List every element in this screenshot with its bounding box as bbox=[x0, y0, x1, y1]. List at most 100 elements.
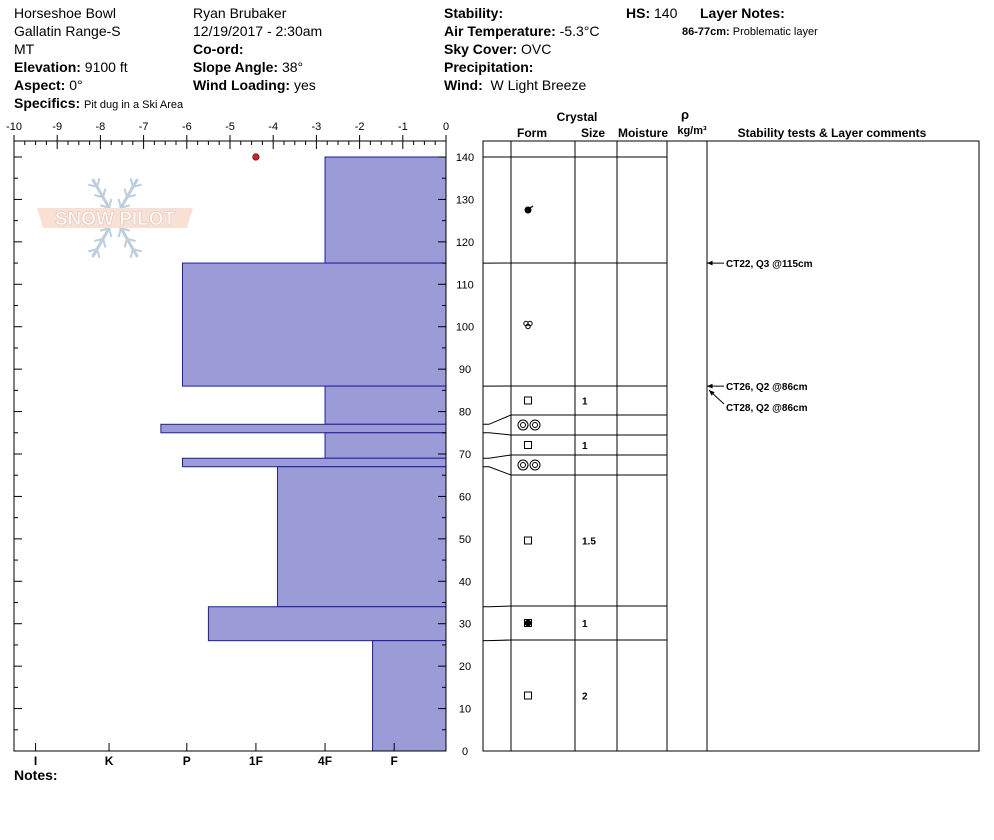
depth-tick-label: 60 bbox=[459, 491, 471, 503]
surface-hoar-icon bbox=[529, 459, 541, 471]
faceted-icon bbox=[524, 536, 532, 545]
snowflake-branch bbox=[123, 238, 128, 248]
hardness-bar bbox=[277, 466, 447, 608]
grain-size-label: 2 bbox=[582, 692, 588, 703]
notes-label: Notes: bbox=[14, 767, 58, 783]
layer-note-range: 86-77cm: bbox=[682, 26, 730, 38]
snowflake-branch bbox=[123, 188, 128, 198]
specifics-value: Pit dug in a Ski Area bbox=[84, 99, 184, 111]
range-name: Gallatin Range-S bbox=[14, 23, 121, 39]
temp-tick-label: -9 bbox=[52, 121, 62, 133]
sky-label: Sky Cover: bbox=[444, 41, 518, 57]
hardness-label: K bbox=[105, 754, 114, 768]
stability-arrow bbox=[707, 260, 713, 266]
snowflake-branch bbox=[94, 194, 104, 199]
snowflake-branch bbox=[129, 177, 134, 188]
temp-tick-label: -3 bbox=[312, 121, 322, 133]
stability-test-label: CT22, Q3 @115cm bbox=[726, 259, 813, 270]
aspect-value: 0° bbox=[69, 77, 83, 93]
layer-connector bbox=[483, 414, 512, 425]
depth-tick-label: 100 bbox=[456, 322, 474, 334]
sky-value: OVC bbox=[521, 41, 552, 57]
layer-note: 86-77cm: Problematic layer bbox=[682, 24, 818, 40]
wind-label: Wind: bbox=[444, 77, 483, 93]
surface-hoar-icon bbox=[520, 422, 526, 428]
layer-connector bbox=[483, 432, 512, 436]
stability-arrow bbox=[707, 383, 713, 389]
depth-tick-label: 50 bbox=[459, 534, 471, 546]
form-header: Form bbox=[517, 126, 547, 140]
snowflake-branch bbox=[129, 248, 134, 259]
temp-tick-label: -4 bbox=[268, 121, 278, 133]
depth-tick-label: 20 bbox=[459, 661, 471, 673]
temp-tick-label: -10 bbox=[6, 121, 22, 133]
location-name: Horseshoe Bowl bbox=[14, 5, 116, 21]
temp-tick-label: -2 bbox=[355, 121, 365, 133]
hardness-bar bbox=[181, 262, 447, 387]
snowflake-branch bbox=[100, 204, 110, 209]
surface-hoar-icon bbox=[532, 462, 538, 468]
layer-table-frame bbox=[482, 140, 980, 752]
layer-notes-label: Layer Notes: bbox=[700, 5, 785, 21]
depth-tick-label: 140 bbox=[456, 152, 474, 164]
slope-label: Slope Angle: bbox=[193, 59, 279, 75]
depth-tick-label: 130 bbox=[456, 194, 474, 206]
snowflake-branch bbox=[108, 198, 113, 208]
wind-loading-value: yes bbox=[293, 77, 316, 93]
grain-size-label: 1.5 bbox=[582, 537, 596, 548]
hs-field: HS: 140 bbox=[626, 5, 677, 21]
depth-tick-label: 10 bbox=[459, 704, 471, 716]
temp-tick-label: 0 bbox=[443, 121, 449, 133]
hardness-label: P bbox=[183, 754, 191, 768]
specifics-field: Specifics: Pit dug in a Ski Area bbox=[14, 95, 183, 113]
snowflake-branch bbox=[94, 237, 104, 242]
snowflake-branch bbox=[117, 228, 122, 238]
wind-value: W Light Breeze bbox=[490, 77, 587, 93]
hardness-label: F bbox=[390, 754, 397, 768]
surface-hoar-icon bbox=[517, 459, 529, 471]
air-temp-value: -5.3°C bbox=[559, 23, 600, 39]
hardness-bar bbox=[324, 432, 447, 459]
layer-connector bbox=[483, 605, 512, 608]
slope-field: Slope Angle: 38° bbox=[193, 59, 303, 75]
depth-tick-label: 40 bbox=[459, 576, 471, 588]
snowflake-branch bbox=[120, 204, 130, 209]
snowflake-branch bbox=[126, 194, 136, 199]
depth-tick-label: 120 bbox=[456, 237, 474, 249]
hardness-bar bbox=[181, 457, 447, 468]
specifics-label: Specifics: bbox=[14, 95, 81, 111]
elevation-value: 9100 ft bbox=[84, 59, 128, 75]
snowflake-branch bbox=[102, 238, 107, 248]
snowflake-branch bbox=[132, 183, 142, 188]
grain-size-label: 1 bbox=[582, 441, 588, 452]
crystal-header: Crystal bbox=[557, 110, 598, 124]
hardness-bar bbox=[324, 385, 447, 425]
aspect-field: Aspect: 0° bbox=[14, 77, 83, 93]
density-header: kg/m³ bbox=[677, 125, 707, 137]
layer-connector bbox=[483, 454, 512, 459]
surface-hoar-icon bbox=[520, 462, 526, 468]
hs-label: HS: bbox=[626, 5, 651, 21]
precip-label: Precipitation: bbox=[444, 59, 534, 75]
depth-tick-label: 30 bbox=[459, 619, 471, 631]
logo-text: SNOW PILOT bbox=[55, 209, 176, 230]
wind-field: Wind: W Light Breeze bbox=[444, 77, 586, 93]
hardness-label: 1F bbox=[249, 754, 263, 768]
faceted-icon bbox=[524, 441, 532, 449]
temp-tick-label: -1 bbox=[398, 121, 408, 133]
hs-value: 140 bbox=[654, 5, 678, 21]
hardness-label: I bbox=[34, 754, 37, 768]
air-temp-field: Air Temperature: -5.3°C bbox=[444, 23, 600, 39]
elevation-field: Elevation: 9100 ft bbox=[14, 59, 128, 75]
grain-size-label: 1 bbox=[582, 397, 588, 408]
depth-tick-label: 0 bbox=[462, 746, 468, 758]
stability-label: Stability: bbox=[444, 5, 504, 21]
logo-banner bbox=[37, 208, 193, 228]
slope-value: 38° bbox=[281, 59, 304, 75]
surface-hoar-icon bbox=[532, 422, 538, 428]
temperature-point bbox=[252, 153, 260, 161]
faceted-icon bbox=[524, 691, 532, 700]
mixed-forms-icon bbox=[524, 619, 532, 627]
coord-label: Co-ord: bbox=[193, 41, 244, 57]
snowflake-branch bbox=[117, 198, 122, 208]
